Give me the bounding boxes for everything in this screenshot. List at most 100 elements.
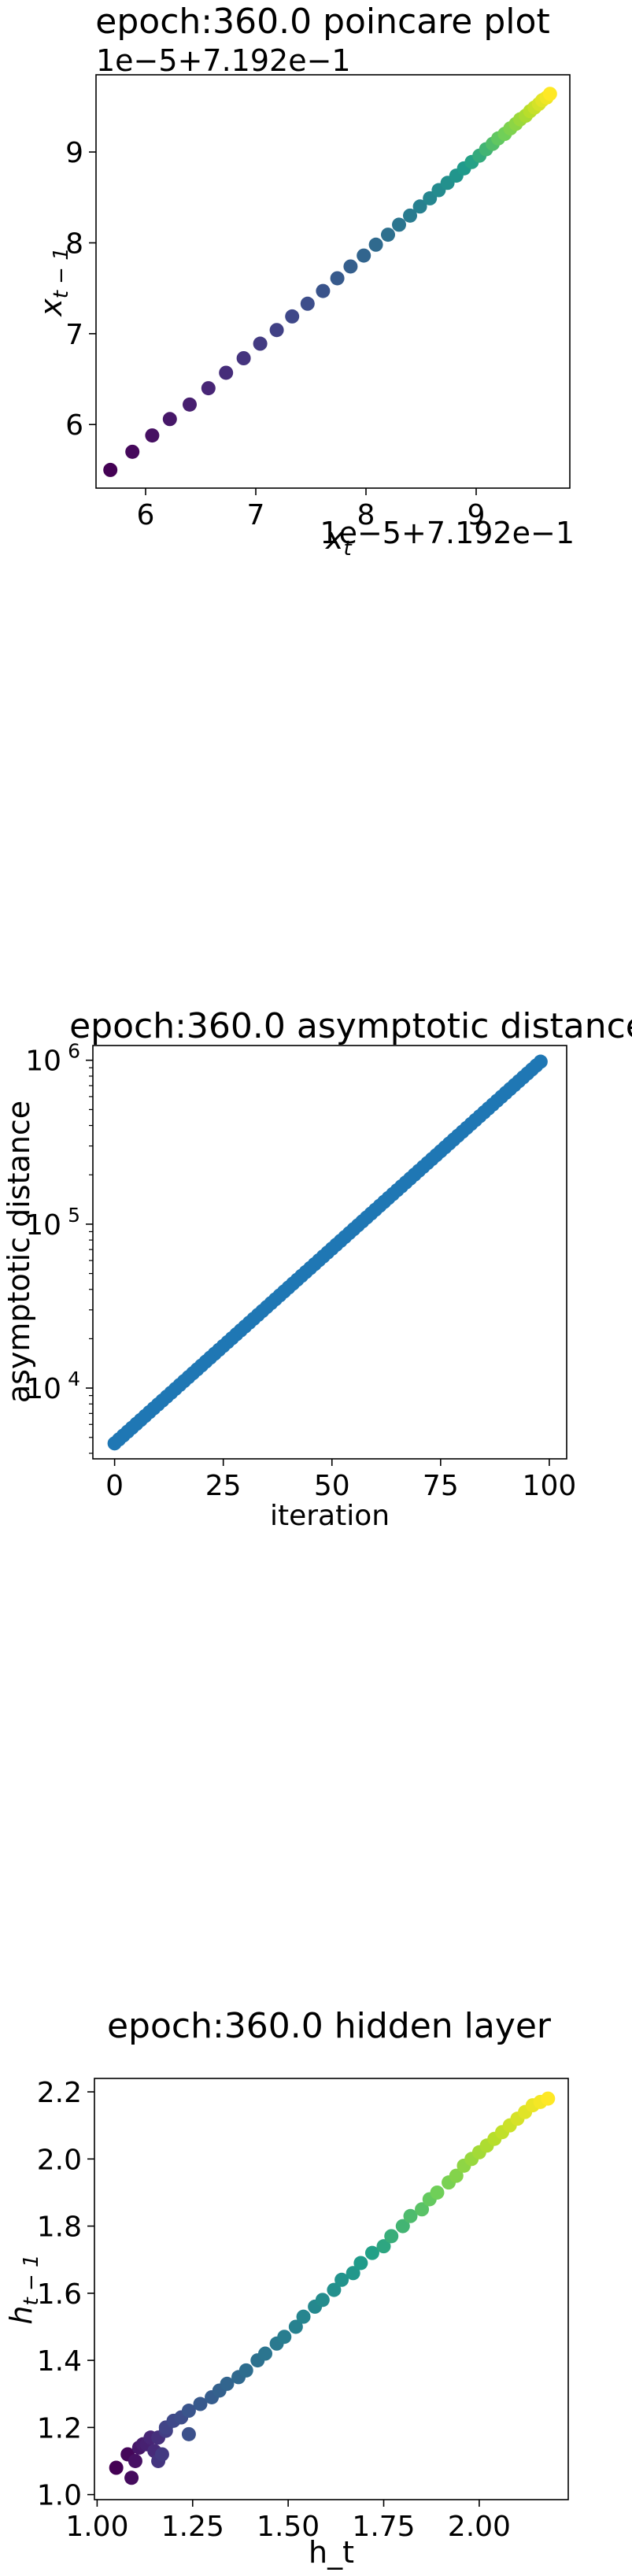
y-tick-exponent: 5 bbox=[68, 1204, 80, 1227]
data-point bbox=[316, 283, 331, 298]
data-point bbox=[145, 428, 160, 443]
y-tick-label: 1.2 bbox=[37, 2412, 82, 2445]
axes-frame bbox=[94, 2078, 569, 2500]
data-point bbox=[403, 208, 417, 223]
data-point bbox=[162, 412, 177, 427]
data-point bbox=[381, 228, 395, 242]
y-tick-label: 6 bbox=[65, 409, 83, 442]
data-point bbox=[201, 381, 216, 396]
hidden-layer-chart: epoch:360.0 hidden layer 1.00 1.25 1.50 1.7… bbox=[4, 2006, 569, 2570]
data-point bbox=[449, 2168, 464, 2183]
y-tick-label: 1.4 bbox=[37, 2345, 82, 2378]
y-tick-exponent: 4 bbox=[68, 1368, 80, 1390]
x-axis-label: iteration bbox=[270, 1500, 390, 1532]
data-point bbox=[353, 2256, 368, 2271]
x-tick-label: 50 bbox=[314, 1470, 350, 1502]
x-tick-label: 1.25 bbox=[161, 2511, 224, 2543]
plot-area: 0 25 50 75 100 10 4 10 5 10 6 bbox=[25, 1040, 576, 1502]
x-offset-label: 1e−5+7.192e−1 bbox=[320, 516, 575, 550]
y-offset-label: 1e−5+7.192e−1 bbox=[96, 43, 351, 78]
data-point bbox=[346, 2266, 360, 2281]
data-point bbox=[183, 397, 197, 412]
data-point bbox=[412, 199, 427, 214]
y-tick-label: 10 bbox=[25, 1209, 61, 1242]
data-point bbox=[109, 2460, 124, 2475]
data-point bbox=[181, 2426, 196, 2441]
data-point bbox=[327, 2282, 342, 2297]
data-point bbox=[181, 2404, 196, 2419]
x-tick-label: 8 bbox=[357, 499, 375, 531]
plot-area: 1.00 1.25 1.50 1.75 2.00 1.0 1.2 1.4 1.6 1.8 2.0 2.… bbox=[37, 2077, 556, 2543]
chart-title: epoch:360.0 asymptotic distance bbox=[69, 1006, 632, 1046]
y-tick-label: 1.8 bbox=[37, 2211, 82, 2244]
data-point bbox=[154, 2447, 169, 2462]
data-point bbox=[415, 2202, 430, 2217]
data-point bbox=[392, 217, 406, 232]
y-tick-label: 10 bbox=[25, 1373, 61, 1405]
data-point bbox=[258, 2346, 273, 2361]
x-tick-label: 0 bbox=[105, 1470, 124, 1502]
x-axis-label: h_t bbox=[309, 2535, 354, 2570]
x-tick-label: 1.75 bbox=[352, 2511, 415, 2543]
data-point bbox=[403, 2208, 418, 2223]
asymptotic-chart: epoch:360.0 asymptotic distance 0 25 50 75 1… bbox=[2, 1006, 632, 1532]
x-tick-label: 9 bbox=[468, 499, 486, 531]
y-tick-label: 1.6 bbox=[37, 2278, 82, 2311]
data-point bbox=[238, 2363, 253, 2378]
y-tick-label: 9 bbox=[65, 137, 83, 169]
x-tick-label: 7 bbox=[247, 499, 265, 531]
x-tick-label: 6 bbox=[137, 499, 155, 531]
y-tick-label: 10 bbox=[25, 1046, 61, 1078]
chart-title: epoch:360.0 hidden layer bbox=[107, 2006, 552, 2046]
x-tick-label: 75 bbox=[423, 1470, 459, 1502]
data-point bbox=[384, 2229, 399, 2244]
data-point bbox=[315, 2293, 330, 2308]
data-point bbox=[269, 323, 284, 338]
x-tick-label: 2.00 bbox=[448, 2511, 511, 2543]
data-point bbox=[103, 462, 118, 477]
data-point bbox=[285, 309, 300, 324]
data-point bbox=[124, 2471, 139, 2485]
data-point bbox=[368, 237, 383, 252]
data-point bbox=[296, 2309, 311, 2324]
x-tick-label: 1.50 bbox=[257, 2511, 320, 2543]
data-point bbox=[288, 2319, 303, 2334]
y-tick-label: 7 bbox=[65, 319, 83, 351]
y-tick-label: 1.0 bbox=[37, 2480, 82, 2512]
data-point bbox=[357, 248, 371, 263]
data-point bbox=[253, 336, 268, 351]
x-tick-label: 100 bbox=[523, 1470, 577, 1502]
y-axis-label: asymptotic distance bbox=[2, 1101, 36, 1403]
y-tick-label: 2.0 bbox=[37, 2144, 82, 2176]
y-axis-label: xt − 1 bbox=[34, 247, 73, 317]
axes-frame bbox=[92, 1045, 567, 1460]
y-tick-label: 2.2 bbox=[37, 2077, 82, 2109]
data-point bbox=[533, 1054, 548, 1069]
data-point bbox=[128, 2453, 142, 2468]
data-point bbox=[542, 87, 557, 102]
data-point bbox=[430, 2185, 445, 2200]
data-point bbox=[343, 259, 358, 274]
data-point bbox=[395, 2219, 410, 2234]
data-point bbox=[277, 2330, 292, 2345]
data-point bbox=[364, 2245, 379, 2260]
data-point bbox=[193, 2396, 208, 2411]
y-tick-exponent: 6 bbox=[68, 1040, 80, 1063]
data-point bbox=[330, 271, 345, 286]
axes-frame bbox=[95, 74, 571, 489]
y-tick-label: 8 bbox=[65, 228, 83, 260]
plot-area: 6 7 8 9 6 7 8 9 bbox=[65, 87, 557, 531]
data-point bbox=[541, 2091, 556, 2106]
data-point bbox=[300, 296, 315, 311]
data-point bbox=[236, 351, 251, 365]
chart-title: epoch:360.0 poincare plot bbox=[95, 2, 549, 42]
data-point bbox=[219, 365, 234, 380]
x-axis-label: xt bbox=[325, 521, 353, 561]
poincare-chart: epoch:360.0 poincare plot 1e−5+7.192e−1 … bbox=[34, 2, 575, 561]
x-tick-label: 1.00 bbox=[65, 2511, 128, 2543]
data-point bbox=[220, 2376, 235, 2391]
data-point bbox=[376, 2239, 391, 2254]
x-tick-label: 25 bbox=[205, 1470, 242, 1502]
